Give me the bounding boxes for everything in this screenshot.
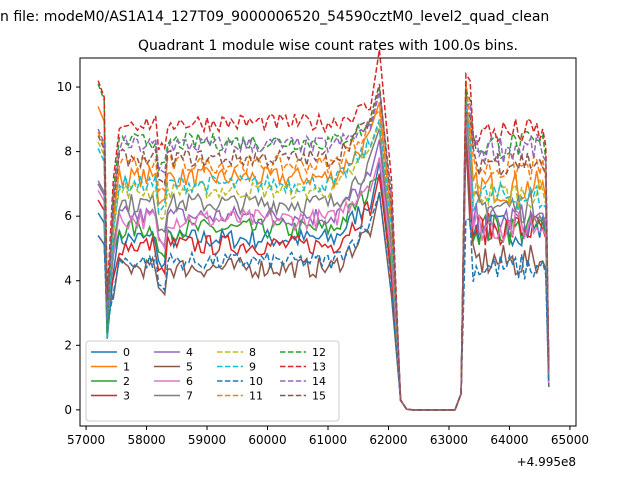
x-axis: 57000 58000 59000 60000 61000 62000 63000 64000… xyxy=(67,426,589,447)
y-tick-label: 10 xyxy=(57,80,72,94)
series-line-6 xyxy=(97,109,550,411)
legend-label-15: 15 xyxy=(312,390,326,403)
y-tick-label: 0 xyxy=(64,403,72,417)
x-tick-label: 57000 xyxy=(67,433,105,447)
y-tick-label: 6 xyxy=(64,209,72,223)
legend-label-6: 6 xyxy=(186,375,193,388)
legend-label-12: 12 xyxy=(312,346,326,359)
series-line-9 xyxy=(97,99,550,411)
legend-label-10: 10 xyxy=(249,375,263,388)
series-line-10 xyxy=(97,193,550,411)
x-tick-label: 63000 xyxy=(430,433,468,447)
legend-label-8: 8 xyxy=(249,346,256,359)
x-tick-label: 58000 xyxy=(127,433,165,447)
legend-box xyxy=(85,340,340,422)
legend-label-2: 2 xyxy=(123,375,130,388)
y-tick-label: 4 xyxy=(64,274,72,288)
series-line-3 xyxy=(97,80,550,411)
plot-area xyxy=(97,49,550,411)
series-line-8 xyxy=(97,96,550,411)
x-offset-label: +4.995e8 xyxy=(517,455,576,469)
legend-label-0: 0 xyxy=(123,346,130,359)
x-tick-label: 65000 xyxy=(551,433,589,447)
legend-label-3: 3 xyxy=(123,390,130,403)
y-tick-label: 8 xyxy=(64,145,72,159)
x-tick-label: 62000 xyxy=(369,433,407,447)
legend-label-11: 11 xyxy=(249,390,263,403)
y-axis: 0 2 4 6 8 10 xyxy=(57,80,80,417)
legend-label-1: 1 xyxy=(123,361,130,374)
y-tick-label: 2 xyxy=(64,338,72,352)
series-line-13 xyxy=(97,49,550,411)
series-line-14 xyxy=(97,91,550,411)
series-line-1 xyxy=(97,99,550,411)
x-tick-label: 59000 xyxy=(188,433,226,447)
legend-label-7: 7 xyxy=(186,390,193,403)
chart-title: Quadrant 1 module wise count rates with … xyxy=(138,38,518,54)
x-tick-label: 61000 xyxy=(309,433,347,447)
series-line-15 xyxy=(97,83,550,411)
x-tick-label: 60000 xyxy=(248,433,286,447)
figure-suptitle: n file: modeM0/AS1A14_127T09_9000006520_… xyxy=(0,9,549,25)
series-line-11 xyxy=(97,80,550,411)
series-line-4 xyxy=(97,106,550,411)
series-line-7 xyxy=(97,103,550,411)
legend-label-4: 4 xyxy=(186,346,193,359)
legend-label-14: 14 xyxy=(312,375,326,388)
x-tick-label: 64000 xyxy=(490,433,528,447)
legend-label-5: 5 xyxy=(186,361,193,374)
series-line-5 xyxy=(97,138,550,411)
legend-label-9: 9 xyxy=(249,361,256,374)
series-line-2 xyxy=(97,90,550,411)
legend-label-13: 13 xyxy=(312,361,326,374)
